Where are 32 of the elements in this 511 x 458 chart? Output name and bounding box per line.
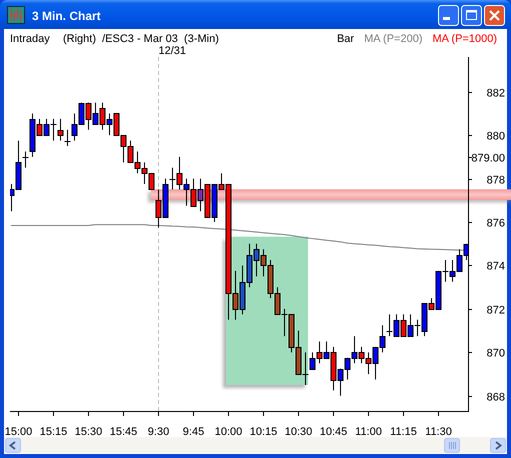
y-tick-label: 868 <box>486 391 505 404</box>
y-tick-label: 880 <box>486 130 505 142</box>
y-tick-label: 879.00 <box>471 152 505 164</box>
x-tick-label: 10:45 <box>320 426 348 438</box>
candlestick <box>64 129 71 147</box>
y-tick-label: 870 <box>486 347 505 360</box>
x-tick-label: 15:30 <box>74 426 102 438</box>
x-tick-label: 10:15 <box>250 426 278 438</box>
x-tick-label: 9:30 <box>148 426 170 438</box>
x-tick-label: 15:15 <box>40 426 68 438</box>
y-tick-label: 878 <box>486 174 505 186</box>
x-tick-label: 11:15 <box>390 426 417 438</box>
y-tick-label: 874 <box>486 260 505 272</box>
x-tick-label: 15:45 <box>110 426 138 438</box>
x-tick-label: 11:30 <box>425 426 452 438</box>
y-tick-label: 876 <box>486 217 505 230</box>
x-tick-label: 15:00 <box>4 426 32 438</box>
chart-subtitle: Intraday <box>10 33 50 45</box>
y-tick-label: 882 <box>486 87 505 100</box>
x-tick-label: 9:45 <box>182 426 204 438</box>
x-tick-label: 11:00 <box>355 426 382 438</box>
x-tick-label: 10:00 <box>214 426 242 438</box>
candlestick <box>22 150 29 168</box>
text: MA (P=200) <box>364 33 422 45</box>
text: MA (P=1000) <box>432 33 497 45</box>
ref-line-label: 12/31 <box>158 45 186 57</box>
text: Bar <box>336 33 354 45</box>
y-tick-label: 872 <box>486 304 505 316</box>
chart-title: 3 Min. Chart <box>32 9 101 23</box>
candlestick <box>58 118 64 142</box>
x-tick-label: 10:30 <box>284 426 312 438</box>
text: (Right) /ESC3 - Mar 03 (3-Min) <box>63 33 219 45</box>
